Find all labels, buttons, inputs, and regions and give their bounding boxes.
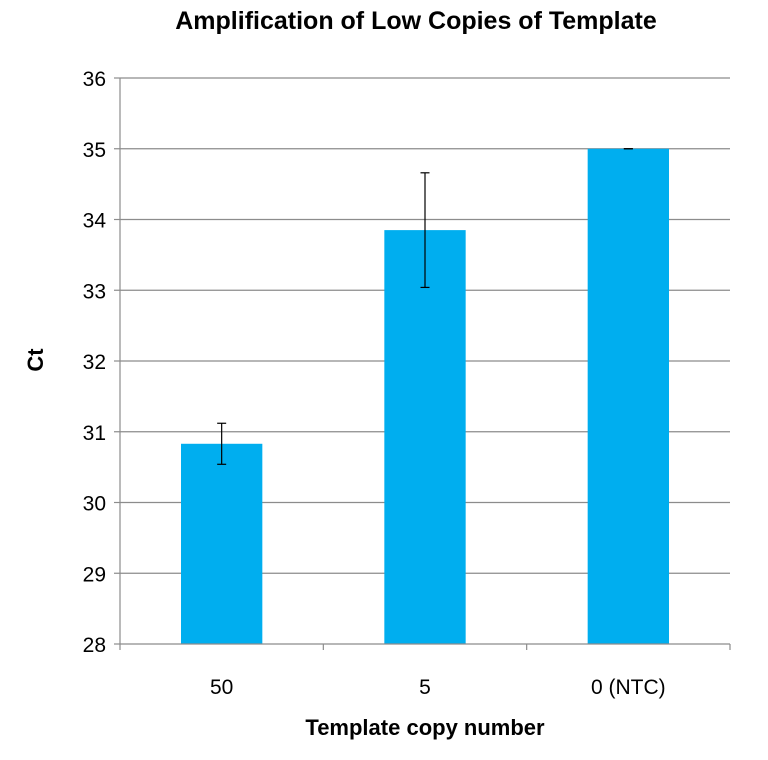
y-tick-label-7: 35	[83, 139, 106, 162]
chart-title: Amplification of Low Copies of Template	[175, 7, 657, 35]
y-tick-label-8: 36	[83, 68, 106, 91]
x-tick-label-0: 50	[210, 676, 233, 699]
x-tick-label-1: 5	[419, 676, 431, 699]
y-tick-label-0: 28	[83, 634, 106, 657]
y-axis-label: Ct	[23, 348, 48, 372]
bar-1	[384, 230, 466, 645]
y-tick-label-2: 30	[83, 493, 106, 516]
error-bars	[217, 148, 633, 465]
y-tick-labels: 28 29 30 31 32 33 34 35 36	[83, 68, 107, 657]
x-tick-labels: 50 5 0 (NTC)	[210, 676, 666, 699]
y-tick-label-5: 33	[83, 280, 106, 303]
y-tick-label-4: 32	[83, 351, 106, 374]
y-tick-label-3: 31	[83, 422, 106, 445]
y-tick-label-6: 34	[83, 210, 107, 233]
y-tick-label-1: 29	[83, 563, 106, 586]
x-tick-label-2: 0 (NTC)	[591, 676, 666, 699]
bar-2	[587, 148, 669, 644]
bar-0	[181, 443, 263, 644]
axes	[114, 77, 731, 650]
x-axis-label: Template copy number	[305, 715, 545, 740]
bars	[181, 148, 669, 645]
